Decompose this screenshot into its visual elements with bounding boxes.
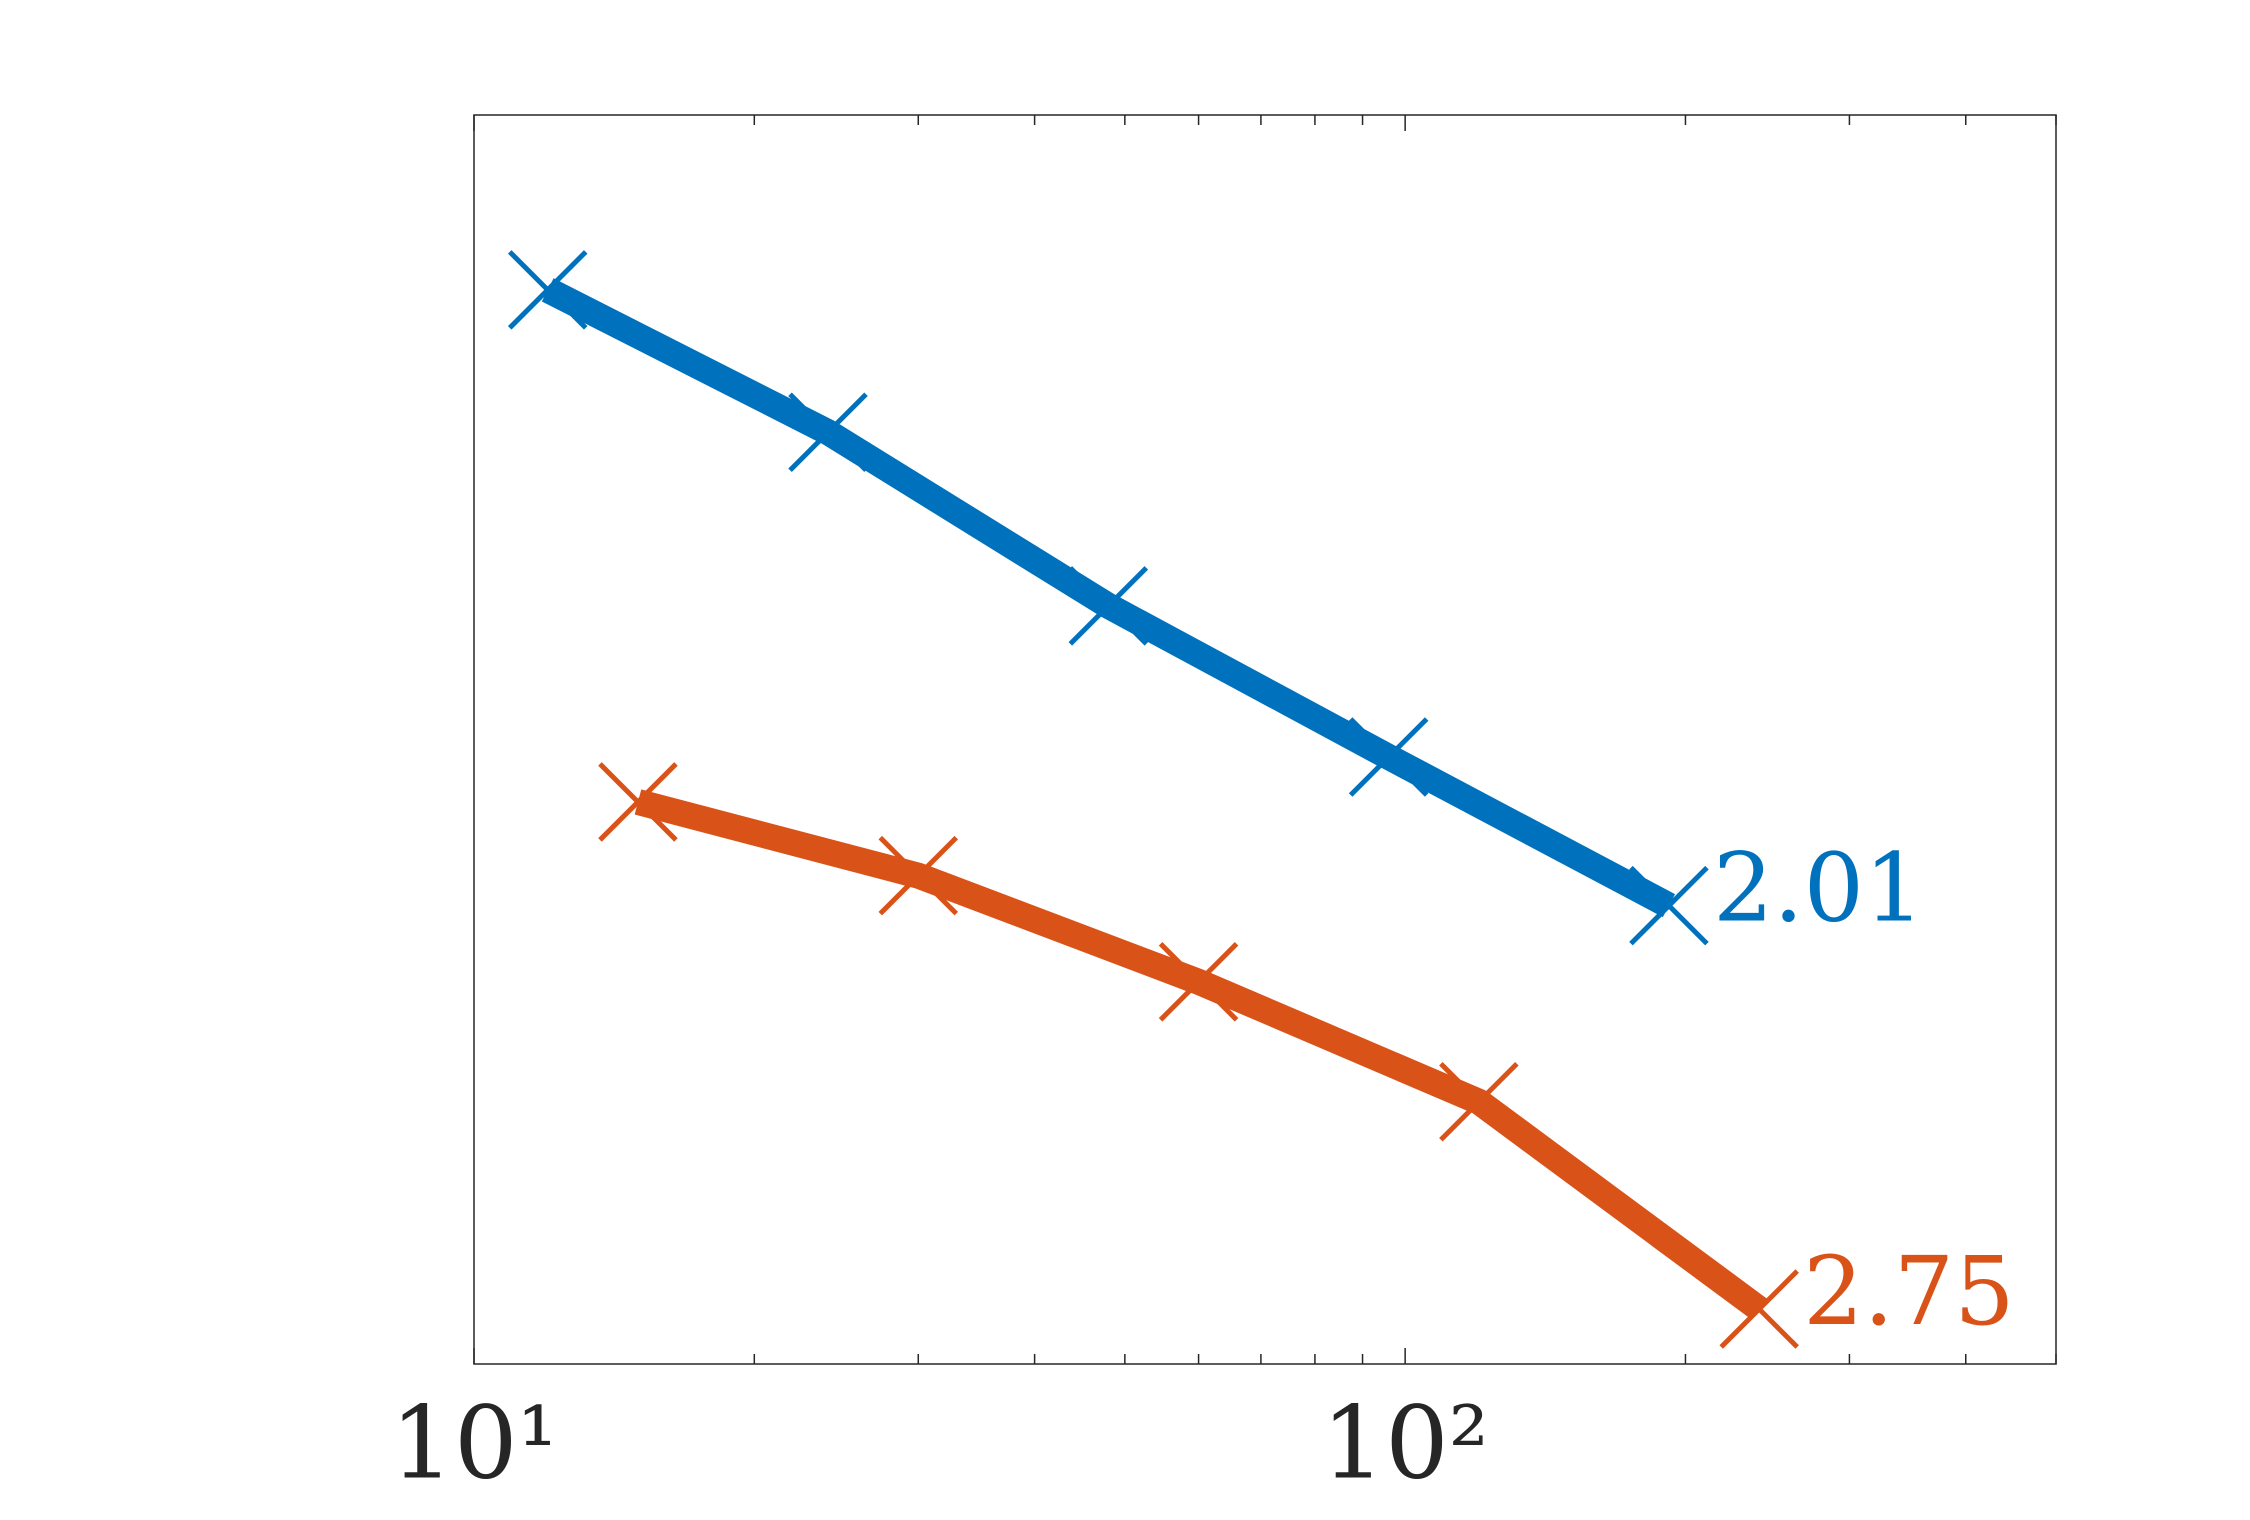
marker xyxy=(507,250,588,330)
marker xyxy=(1629,865,1709,946)
marker xyxy=(598,762,678,842)
plot-box xyxy=(473,114,2057,1365)
marker xyxy=(878,835,959,916)
x-tick-label: 10² xyxy=(1321,1385,1488,1502)
marker xyxy=(1348,717,1429,797)
marker xyxy=(1719,1269,1799,1349)
marker xyxy=(788,392,868,473)
annotation: 2.01 xyxy=(1713,834,1925,944)
marker xyxy=(1158,942,1239,1022)
marker xyxy=(1439,1061,1519,1142)
annotation: 2.75 xyxy=(1803,1237,2015,1347)
marker xyxy=(1068,566,1149,646)
x-tick-label: 10¹ xyxy=(390,1385,557,1502)
